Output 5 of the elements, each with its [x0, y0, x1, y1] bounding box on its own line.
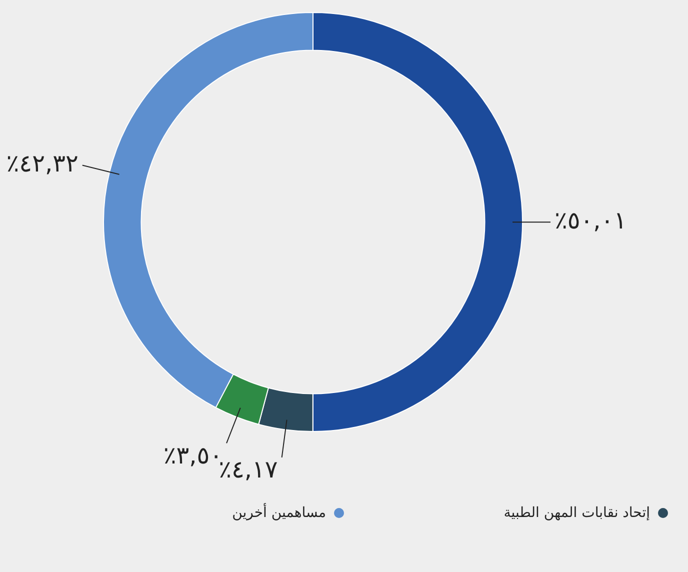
legend-label: إتحاد نقابات المهن الطبية — [504, 505, 650, 521]
data-label: ٪٤,١٧ — [218, 456, 278, 484]
data-label: ٪٤٢,٣٢ — [6, 149, 78, 178]
legend-label: مساهمين أخرين — [232, 505, 326, 521]
data-label: ٪٥٠,٠١ — [554, 206, 627, 234]
